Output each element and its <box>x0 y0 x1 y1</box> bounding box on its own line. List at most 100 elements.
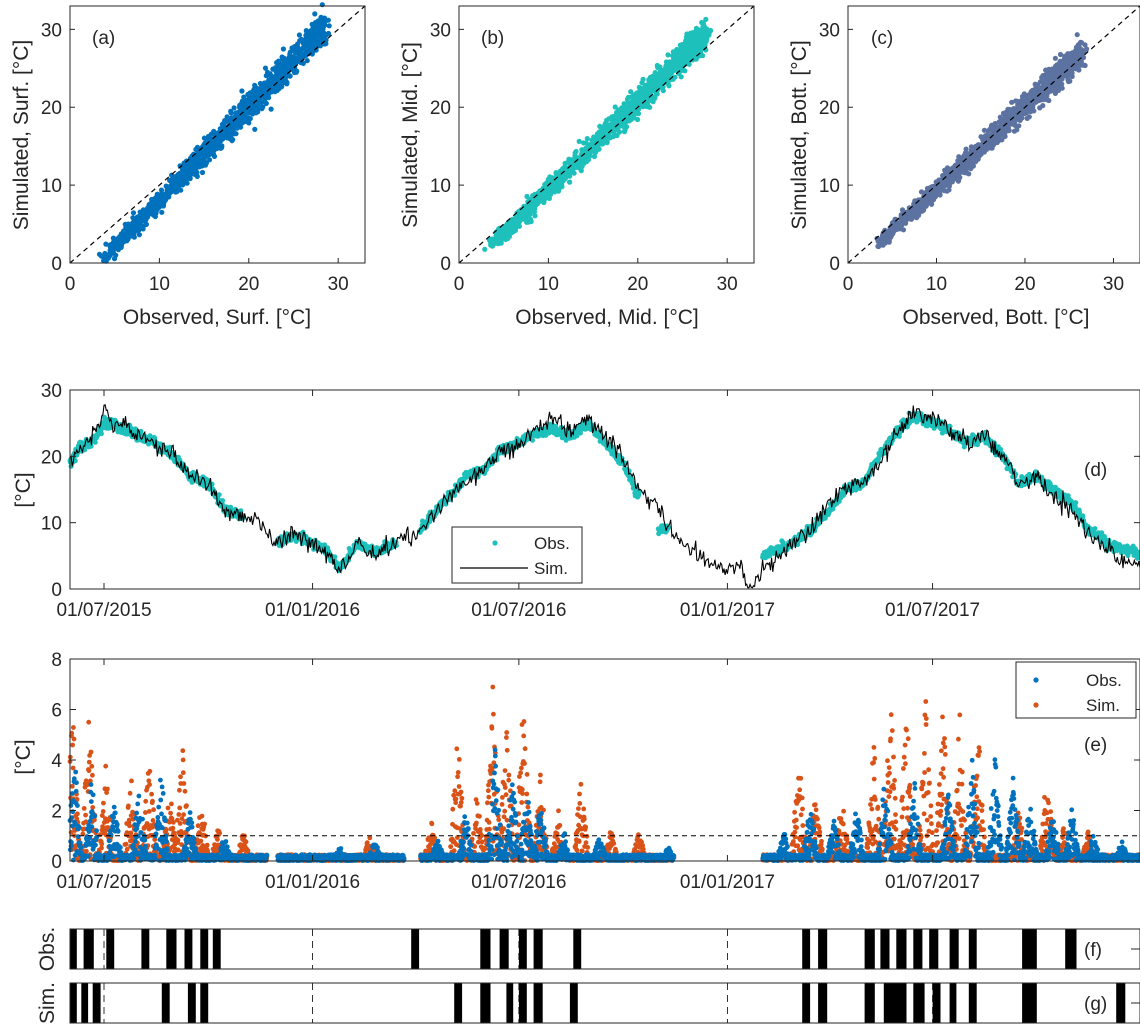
scatter-point <box>635 116 641 123</box>
scatter-point <box>165 188 172 195</box>
scatter-point <box>326 23 332 29</box>
scatter-point <box>625 107 631 113</box>
scatter-point <box>1013 98 1019 104</box>
scatter-point <box>263 100 269 106</box>
scatter-point <box>136 232 142 238</box>
scatter-point <box>293 50 299 56</box>
scatter-point <box>287 51 293 58</box>
scatter-point <box>189 171 195 177</box>
scatter-point <box>552 188 558 194</box>
scatter-point <box>163 183 169 189</box>
scatter-point <box>693 56 699 62</box>
scatter-point <box>280 46 286 52</box>
scatter-point <box>272 66 278 72</box>
obs-point <box>216 492 222 498</box>
scatter-point <box>631 101 637 108</box>
scatter-point <box>139 212 145 219</box>
scatter-point <box>642 82 648 88</box>
scatter-point <box>1003 118 1009 124</box>
scatter-point <box>277 69 283 75</box>
scatter-point <box>264 69 271 75</box>
x-tick-label: 10 <box>926 274 947 295</box>
scatter-point <box>314 30 320 36</box>
scatter-point <box>685 39 691 45</box>
scatter-point <box>525 203 531 209</box>
scatter-point <box>1052 55 1058 61</box>
scatter-point <box>1011 128 1018 134</box>
panel-b-points <box>482 16 714 252</box>
scatter-point <box>663 69 670 76</box>
scatter-point <box>671 67 677 74</box>
scatter-point <box>510 227 516 233</box>
scatter-point <box>211 128 217 134</box>
scatter-point <box>211 153 218 159</box>
scatter-point <box>497 240 503 246</box>
scatter-point <box>545 191 551 197</box>
scatter-point <box>686 61 692 67</box>
scatter-point <box>1074 32 1080 38</box>
scatter-point <box>689 46 695 52</box>
scatter-point <box>152 213 158 220</box>
scatter-point <box>1032 90 1038 96</box>
scatter-point <box>581 140 587 146</box>
scatter-point <box>956 157 962 163</box>
scatter-point <box>297 48 304 55</box>
panel-c-xlabel: Observed, Bott. [°C] <box>903 306 1090 329</box>
scatter-point <box>227 126 233 132</box>
scatter-point <box>154 191 160 197</box>
scatter-point <box>130 210 137 216</box>
scatter-point <box>309 50 315 56</box>
scatter-point <box>281 55 287 61</box>
scatter-point <box>152 197 158 203</box>
scatter-point <box>135 222 141 228</box>
scatter-point <box>1075 64 1081 70</box>
scatter-point <box>675 61 682 67</box>
panel-b-xlabel: Observed, Mid. [°C] <box>515 306 698 329</box>
scatter-point <box>482 246 488 252</box>
x-tick-label: 10 <box>149 274 170 295</box>
scatter-point <box>257 80 263 87</box>
scatter-point <box>672 57 678 63</box>
panel-c-label: (c) <box>871 28 893 49</box>
x-tick-label: 30 <box>328 274 349 295</box>
scatter-point <box>199 169 206 176</box>
scatter-point <box>653 83 659 89</box>
scatter-point <box>885 237 891 243</box>
scatter-point <box>284 79 290 85</box>
scatter-point <box>158 187 165 193</box>
y-tick-label: 0 <box>51 254 62 275</box>
scatter-point <box>144 213 150 219</box>
scatter-point <box>262 86 268 92</box>
scatter-point <box>135 215 141 221</box>
scatter-point <box>1025 107 1032 113</box>
scatter-point <box>1049 76 1055 82</box>
scatter-point <box>252 82 258 88</box>
scatter-point <box>514 221 520 227</box>
scatter-point <box>582 157 588 163</box>
scatter-point <box>654 73 661 79</box>
panel-c-ylabel: Simulated, Bott. [°C] <box>788 40 811 229</box>
panel-a-ylabel: Simulated, Surf. [°C] <box>10 40 33 230</box>
scatter-point <box>690 39 696 45</box>
scatter-point <box>170 187 176 193</box>
panel-a-axes-box <box>69 5 366 264</box>
scatter-point <box>564 171 570 177</box>
y-tick-label: 30 <box>819 20 840 41</box>
scatter-point <box>960 154 966 160</box>
scatter-point <box>994 139 1000 146</box>
scatter-point <box>187 157 193 163</box>
scatter-point <box>291 61 297 67</box>
y-tick-label: 20 <box>430 98 451 119</box>
y-tick-label: 10 <box>819 176 840 197</box>
scatter-point <box>295 41 301 47</box>
scatter-point <box>218 138 224 144</box>
scatter-point <box>1051 86 1057 92</box>
scatter-point <box>110 247 116 253</box>
scatter-point <box>194 144 201 150</box>
scatter-point <box>310 40 316 47</box>
scatter-point <box>292 45 298 52</box>
y-tick-label: 0 <box>829 254 840 275</box>
x-tick-label: 0 <box>843 274 854 295</box>
